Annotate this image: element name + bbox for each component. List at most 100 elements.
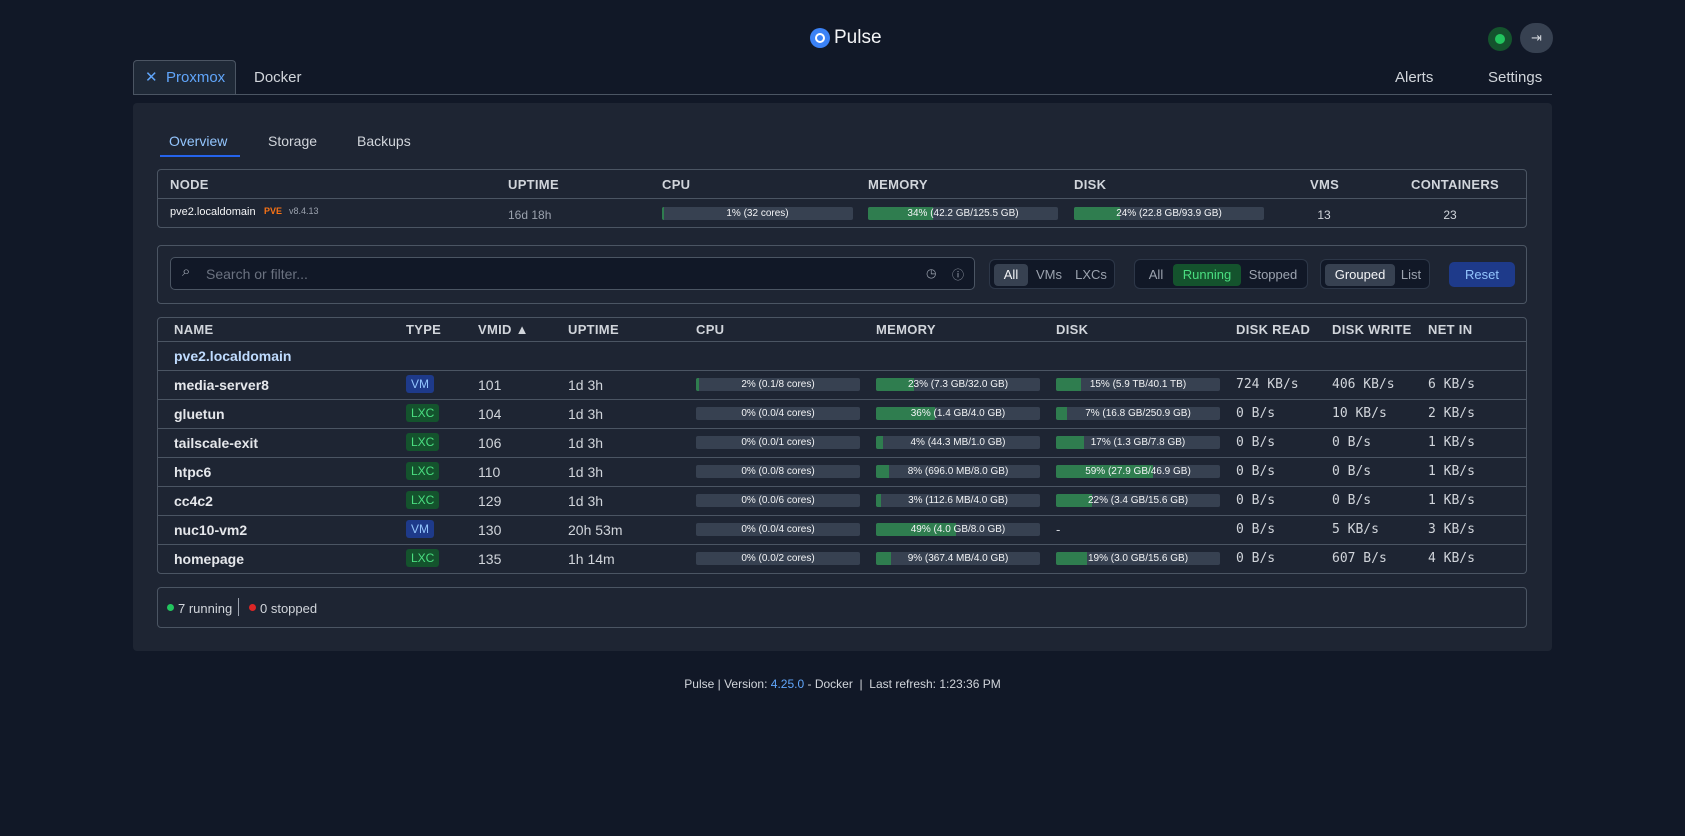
progress-bar: 2% (0.1/8 cores) xyxy=(696,378,860,391)
stopped-dot xyxy=(249,604,256,611)
progress-bar: 24% (22.8 GB/93.9 GB) xyxy=(1074,207,1264,220)
nav-alerts[interactable]: Alerts xyxy=(1395,69,1434,86)
disk-empty: - xyxy=(1056,522,1061,537)
type-option[interactable]: VMs xyxy=(1036,267,1062,282)
group-header: pve2.localdomain xyxy=(174,348,292,364)
column-header[interactable]: DISK xyxy=(1056,322,1089,337)
history-icon[interactable]: ◷ xyxy=(926,266,937,280)
guest-name[interactable]: htpc6 xyxy=(174,464,212,480)
search-placeholder: Search or filter... xyxy=(206,266,308,282)
net-in: 1 KB/s xyxy=(1428,435,1475,450)
progress-bar: 0% (0.0/4 cores) xyxy=(696,407,860,420)
tab-proxmox[interactable]: Proxmox xyxy=(166,69,226,86)
view-option[interactable]: Grouped xyxy=(1325,264,1395,286)
reset-button[interactable]: Reset xyxy=(1449,262,1515,287)
nav-settings[interactable]: Settings xyxy=(1488,69,1543,86)
progress-bar: 4% (44.3 MB/1.0 GB) xyxy=(876,436,1040,449)
column-header[interactable]: DISK READ xyxy=(1236,322,1311,337)
row-divider xyxy=(158,370,1526,371)
uptime: 1d 3h xyxy=(568,464,604,480)
progress-label: 7% (16.8 GB/250.9 GB) xyxy=(1085,408,1191,419)
disk-write: 406 KB/s xyxy=(1332,377,1395,392)
disk-read: 0 B/s xyxy=(1236,406,1276,421)
progress-label: 4% (44.3 MB/1.0 GB) xyxy=(910,437,1006,448)
separator xyxy=(238,598,239,616)
view-option[interactable]: List xyxy=(1400,267,1422,282)
logout-button[interactable]: ⇥ xyxy=(1520,23,1553,53)
progress-bar: 34% (42.2 GB/125.5 GB) xyxy=(868,207,1058,220)
uptime: 1d 3h xyxy=(568,435,604,451)
progress-label: 9% (367.4 MB/4.0 GB) xyxy=(907,553,1009,564)
status-group: All Running Stopped xyxy=(1134,259,1308,289)
type-badge: VM xyxy=(406,375,434,393)
subtab-storage[interactable]: Storage xyxy=(268,133,318,149)
disk-write: 5 KB/s xyxy=(1332,522,1379,537)
row-divider xyxy=(158,341,1526,342)
guest-name[interactable]: tailscale-exit xyxy=(174,435,259,451)
progress-fill xyxy=(1056,552,1088,565)
progress-bar: 22% (3.4 GB/15.6 GB) xyxy=(1056,494,1220,507)
type-option[interactable]: LXCs xyxy=(1075,267,1107,282)
column-header[interactable]: TYPE xyxy=(406,322,442,337)
progress-label: 22% (3.4 GB/15.6 GB) xyxy=(1087,495,1189,506)
progress-bar: 0% (0.0/2 cores) xyxy=(696,552,860,565)
progress-label: 0% (0.0/1 cores) xyxy=(741,437,815,448)
reset-label[interactable]: Reset xyxy=(1465,267,1499,282)
type-option[interactable]: All xyxy=(994,264,1028,286)
progress-label: 19% (3.0 GB/15.6 GB) xyxy=(1087,553,1189,564)
vmid: 135 xyxy=(478,551,502,567)
column-header: VMS xyxy=(1310,177,1340,192)
guest-name[interactable]: cc4c2 xyxy=(174,493,213,509)
status-option[interactable]: Stopped xyxy=(1248,267,1298,282)
vmid: 110 xyxy=(478,464,501,480)
progress-bar: 15% (5.9 TB/40.1 TB) xyxy=(1056,378,1220,391)
view-group: Grouped List xyxy=(1320,259,1430,289)
summary-panel xyxy=(157,587,1527,628)
guest-name[interactable]: nuc10-vm2 xyxy=(174,522,248,538)
progress-fill xyxy=(876,378,914,391)
type-badge: LXC xyxy=(406,462,440,480)
node-containers: 23 xyxy=(1443,208,1457,222)
row-divider xyxy=(158,457,1526,458)
progress-fill xyxy=(1056,494,1093,507)
guest-name[interactable]: homepage xyxy=(174,551,245,567)
info-icon[interactable]: ⓘ xyxy=(952,268,965,282)
net-in: 3 KB/s xyxy=(1428,522,1475,537)
uptime: 1d 3h xyxy=(568,493,604,509)
progress-bar: 7% (16.8 GB/250.9 GB) xyxy=(1056,407,1220,420)
footer-version[interactable]: 4.25.0 xyxy=(770,677,805,691)
column-header[interactable]: CPU xyxy=(696,322,725,337)
running-dot xyxy=(167,604,174,611)
column-header[interactable]: MEMORY xyxy=(876,322,936,337)
status-option[interactable]: Running xyxy=(1173,264,1241,286)
node-version: v8.4.13 xyxy=(289,206,319,216)
disk-write: 0 B/s xyxy=(1332,493,1372,508)
search-icon: ⌕ xyxy=(182,263,191,280)
guest-name[interactable]: media-server8 xyxy=(174,377,269,393)
node-name[interactable]: pve2.localdomain xyxy=(170,206,256,218)
subtab-backups[interactable]: Backups xyxy=(357,133,411,149)
column-header[interactable]: UPTIME xyxy=(568,322,619,337)
progress-fill xyxy=(1056,407,1068,420)
progress-label: 15% (5.9 TB/40.1 TB) xyxy=(1089,379,1187,390)
guest-name[interactable]: gluetun xyxy=(174,406,225,422)
column-header[interactable]: NET IN xyxy=(1428,322,1473,337)
status-option[interactable]: All xyxy=(1148,267,1164,282)
logo xyxy=(810,28,830,48)
tab-docker[interactable]: Docker xyxy=(254,69,302,86)
progress-bar: 3% (112.6 MB/4.0 GB) xyxy=(876,494,1040,507)
disk-read: 0 B/s xyxy=(1236,435,1276,450)
row-divider xyxy=(158,486,1526,487)
disk-write: 10 KB/s xyxy=(1332,406,1387,421)
column-header[interactable]: NAME xyxy=(174,322,214,337)
progress-label: 0% (0.0/4 cores) xyxy=(741,524,815,535)
progress-bar: 0% (0.0/4 cores) xyxy=(696,523,860,536)
footer-suffix: - Docker | Last refresh: 1:23:36 PM xyxy=(807,677,1001,691)
progress-label: 8% (696.0 MB/8.0 GB) xyxy=(907,466,1009,477)
uptime: 1d 3h xyxy=(568,406,604,422)
column-header[interactable]: VMID ▲ xyxy=(478,322,529,337)
progress-label: 36% (1.4 GB/4.0 GB) xyxy=(910,408,1006,419)
subtab-overview[interactable]: Overview xyxy=(169,133,228,149)
search-input[interactable] xyxy=(170,257,975,290)
column-header[interactable]: DISK WRITE xyxy=(1332,322,1412,337)
